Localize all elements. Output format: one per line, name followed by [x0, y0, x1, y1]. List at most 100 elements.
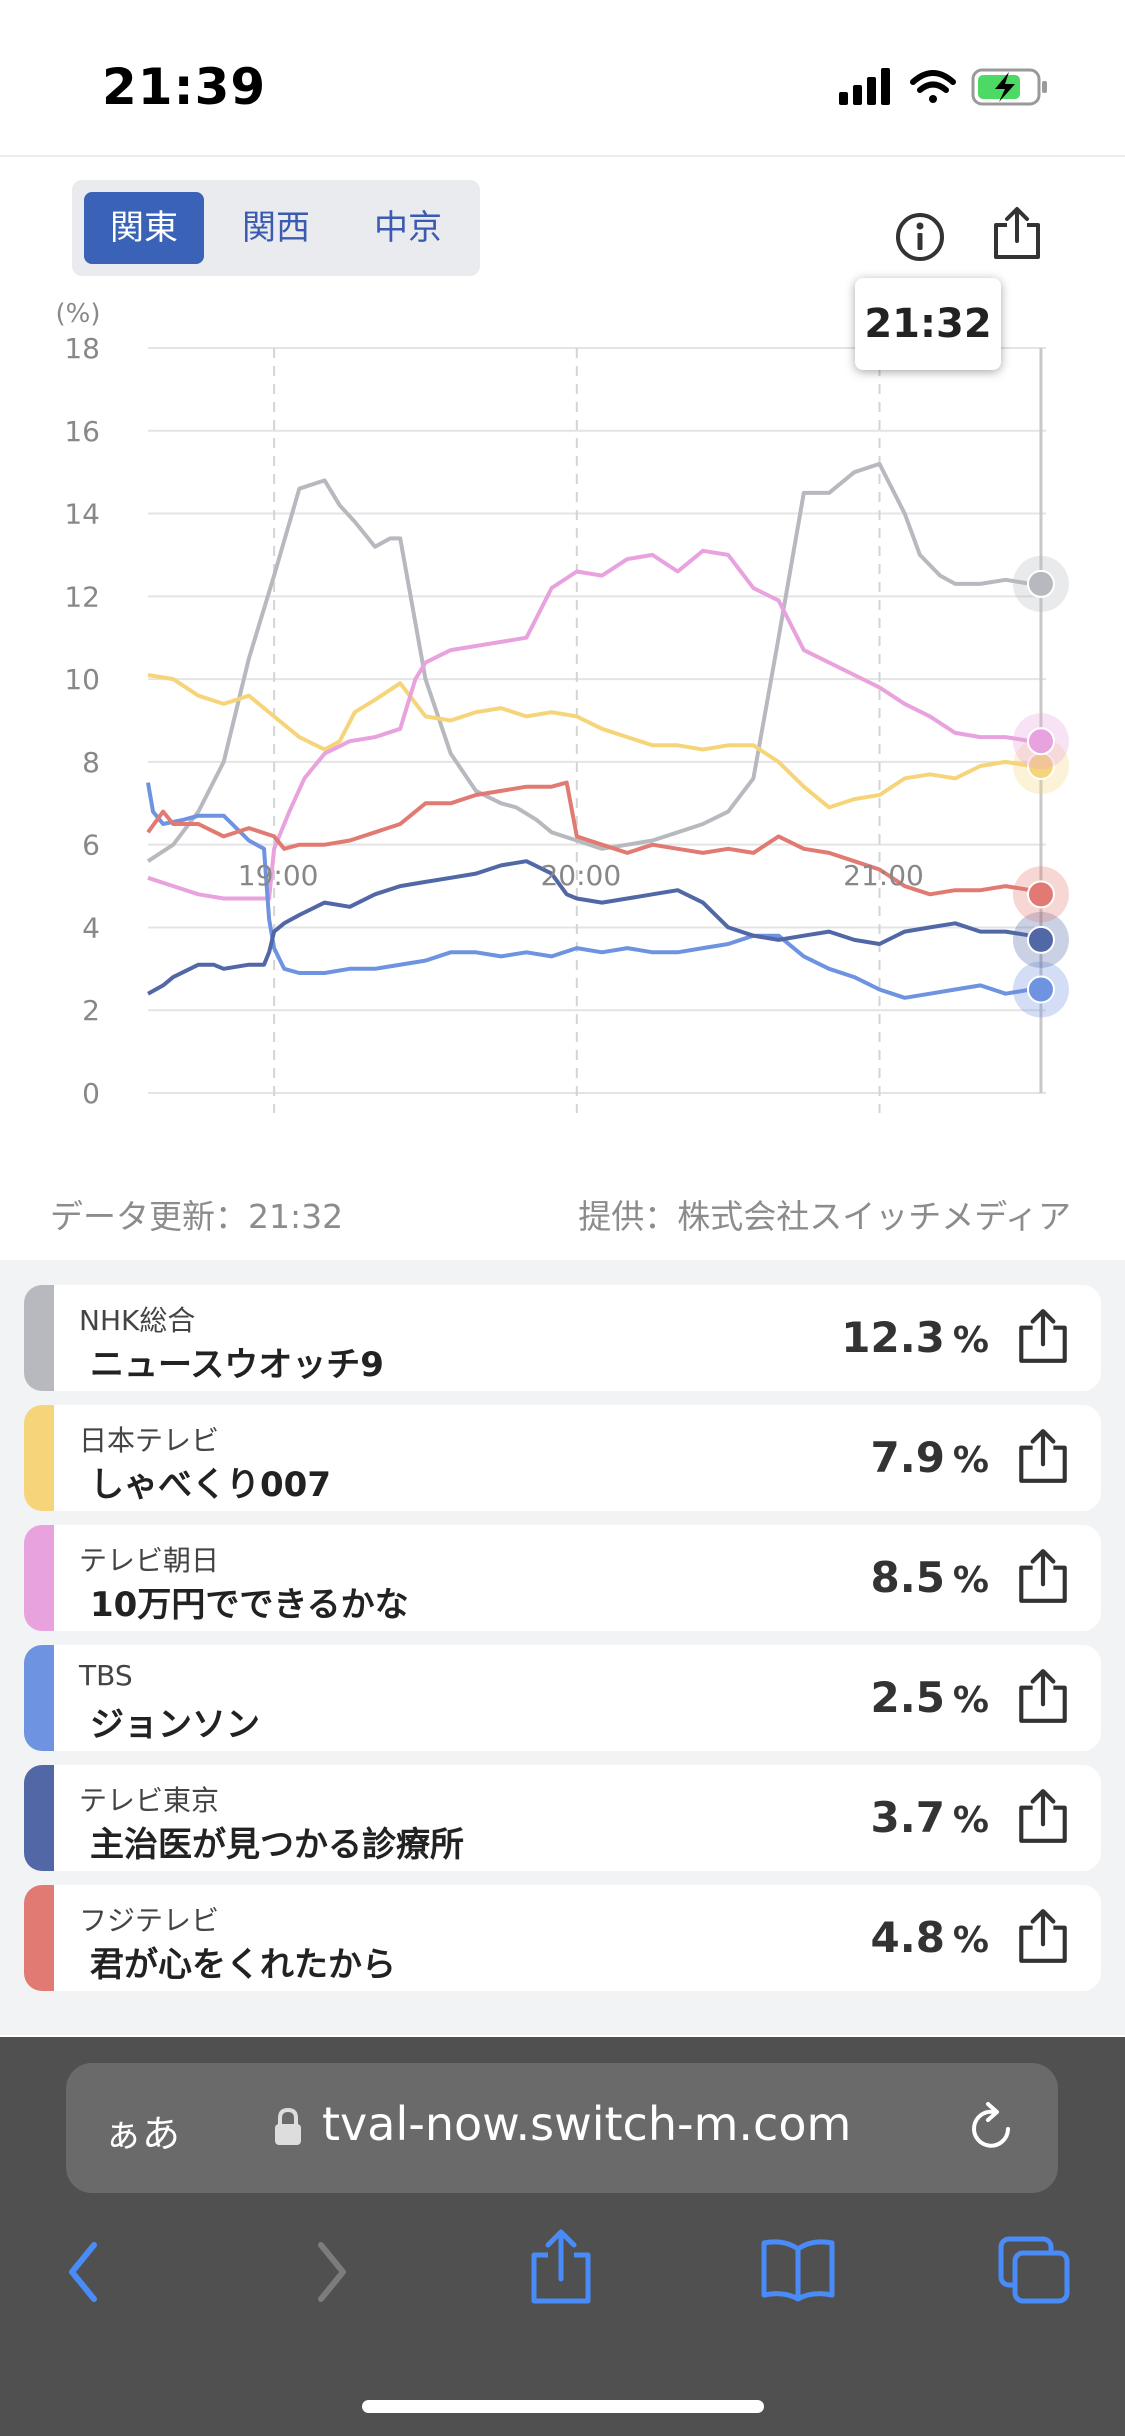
- forward-icon[interactable]: [305, 2237, 355, 2307]
- rating-value: 8.5%: [871, 1553, 989, 1602]
- y-tick-label: 6: [82, 829, 100, 862]
- wifi-icon: [910, 70, 956, 103]
- url-text[interactable]: tval-now.switch-m.com: [322, 2097, 852, 2151]
- channel-row-fuji[interactable]: フジテレビ 君が心をくれたから 4.8%: [24, 1885, 1101, 1991]
- rating-unit: %: [952, 1800, 989, 1841]
- program-title: 10万円でできるかな: [90, 1585, 409, 1625]
- x-tick-label: 21:00: [843, 859, 924, 892]
- data-updated-label: データ更新：21:32: [50, 1197, 344, 1236]
- series-line: [147, 859, 1042, 996]
- program-title: しゃべくり007: [90, 1465, 331, 1505]
- share-icon[interactable]: [1015, 1547, 1071, 1607]
- rating-chart[interactable]: (%) 0 2 4 6 8 10 12 14 16 18 19:00 20:00 21:00: [0, 280, 1125, 1160]
- tab-chukyo[interactable]: 中京: [374, 208, 442, 248]
- channel-row-tv-asahi[interactable]: テレビ朝日 10万円でできるかな 8.5%: [24, 1525, 1101, 1631]
- share-icon[interactable]: [1015, 1307, 1071, 1367]
- tab-kansai[interactable]: 関西: [242, 208, 310, 248]
- browser-toolbar: ぁあ tval-now.switch-m.com: [0, 2037, 1125, 2436]
- rating-number: 8.5: [870, 1553, 945, 1602]
- provider-label: 提供：株式会社スイッチメディア: [578, 1197, 1071, 1236]
- series-end-dot: [1026, 727, 1055, 756]
- y-tick-label: 12: [64, 580, 100, 613]
- series-end-dot: [1026, 975, 1055, 1004]
- channel-list: NHK総合 ニュースウオッチ9 12.3% 日本テレビ しゃべくり007 7.9…: [0, 1260, 1125, 2035]
- channel-row-nhk[interactable]: NHK総合 ニュースウオッチ9 12.3%: [24, 1285, 1101, 1391]
- series-end-dot: [1026, 569, 1055, 598]
- share-icon[interactable]: [1015, 1427, 1071, 1487]
- series-line: [146, 780, 1042, 897]
- status-bar: 21:39: [0, 0, 1125, 155]
- y-axis-label: (%): [56, 299, 101, 329]
- station-name: TBS: [79, 1659, 133, 1692]
- back-icon[interactable]: [60, 2237, 110, 2307]
- channel-row-ntv[interactable]: 日本テレビ しゃべくり007 7.9%: [24, 1405, 1101, 1511]
- rating-number: 12.3: [841, 1313, 945, 1362]
- share-icon[interactable]: [528, 2227, 594, 2307]
- program-title: ニュースウオッチ9: [90, 1345, 384, 1385]
- y-tick-label: 14: [64, 498, 100, 531]
- x-tick-label: 19:00: [238, 859, 319, 892]
- y-tick-label: 2: [82, 994, 100, 1027]
- tab-kanto[interactable]: 関東: [84, 192, 204, 264]
- status-icons: [839, 68, 1047, 106]
- station-name: NHK総合: [79, 1304, 196, 1337]
- rating-value: 7.9%: [871, 1433, 989, 1482]
- program-title: 君が心をくれたから: [90, 1945, 396, 1985]
- y-tick-label: 10: [64, 663, 100, 696]
- info-icon[interactable]: [893, 210, 947, 264]
- channel-color-bar: [24, 1765, 54, 1871]
- rating-value: 3.7%: [871, 1793, 989, 1842]
- share-icon[interactable]: [1015, 1907, 1071, 1967]
- series-line: [147, 673, 1041, 810]
- share-icon[interactable]: [1015, 1787, 1071, 1847]
- rating-number: 4.8: [870, 1913, 945, 1962]
- rating-number: 7.9: [870, 1433, 945, 1482]
- station-name: テレビ朝日: [79, 1544, 220, 1577]
- address-bar[interactable]: ぁあ tval-now.switch-m.com: [66, 2063, 1058, 2193]
- channel-row-tbs[interactable]: TBS ジョンソン 2.5%: [24, 1645, 1101, 1751]
- region-tabs: 関東 関西 中京: [72, 180, 480, 276]
- series-line: [146, 461, 1041, 863]
- rating-value: 4.8%: [871, 1913, 989, 1962]
- series-line: [147, 548, 1041, 901]
- rating-value: 12.3%: [841, 1313, 989, 1362]
- channel-color-bar: [24, 1525, 54, 1631]
- share-icon[interactable]: [990, 205, 1044, 263]
- program-title: ジョンソン: [90, 1705, 260, 1745]
- program-title: 主治医が見つかる診療所: [90, 1825, 464, 1865]
- x-tick-label: 20:00: [540, 859, 621, 892]
- status-time: 21:39: [102, 58, 267, 116]
- rating-unit: %: [952, 1560, 989, 1601]
- y-tick-label: 8: [82, 746, 100, 779]
- share-icon[interactable]: [1015, 1667, 1071, 1727]
- series-end-dot: [1026, 880, 1055, 909]
- battery-charging-icon: [971, 68, 1047, 106]
- channel-color-bar: [24, 1405, 54, 1511]
- reader-aa-button[interactable]: ぁあ: [104, 2112, 181, 2156]
- lock-icon: [275, 2107, 301, 2145]
- station-name: 日本テレビ: [79, 1424, 220, 1457]
- y-tick-label: 18: [64, 332, 100, 365]
- rating-value: 2.5%: [871, 1673, 989, 1722]
- reload-icon[interactable]: [964, 2099, 1020, 2157]
- channel-color-bar: [24, 1885, 54, 1991]
- series-end-dot: [1026, 925, 1055, 954]
- rating-unit: %: [952, 1440, 989, 1481]
- y-tick-label: 4: [82, 911, 100, 944]
- home-indicator: [362, 2400, 764, 2413]
- rating-number: 2.5: [870, 1673, 945, 1722]
- tabs-icon[interactable]: [995, 2233, 1073, 2307]
- header-divider: [0, 155, 1125, 157]
- signal-icon: [839, 68, 890, 105]
- bookmarks-icon[interactable]: [758, 2235, 838, 2305]
- series-line: [146, 782, 1041, 1000]
- channel-row-tv-tokyo[interactable]: テレビ東京 主治医が見つかる診療所 3.7%: [24, 1765, 1101, 1871]
- station-name: テレビ東京: [79, 1784, 220, 1817]
- rating-unit: %: [952, 1920, 989, 1961]
- rating-unit: %: [952, 1320, 989, 1361]
- channel-color-bar: [24, 1285, 54, 1391]
- time-tooltip: 21:32: [855, 278, 1001, 370]
- rating-unit: %: [952, 1680, 989, 1721]
- y-tick-label: 0: [82, 1077, 100, 1110]
- station-name: フジテレビ: [79, 1904, 220, 1937]
